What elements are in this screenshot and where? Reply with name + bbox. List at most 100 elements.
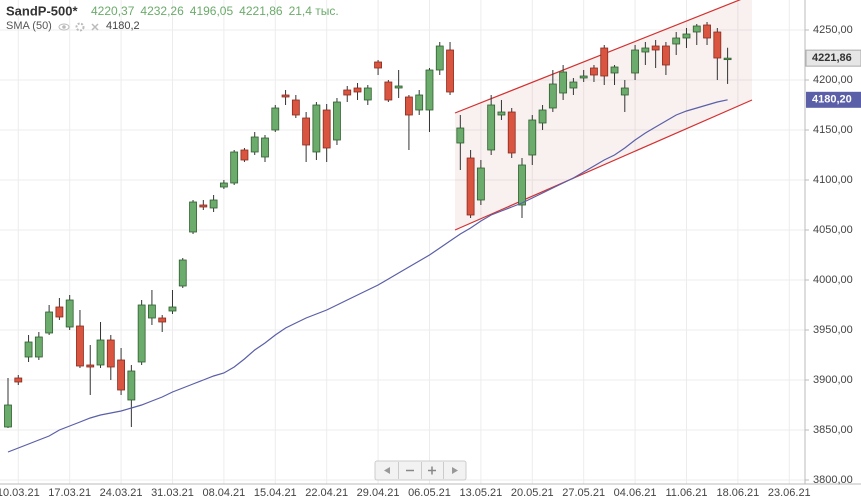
candle xyxy=(651,40,660,68)
scroll-right[interactable] xyxy=(444,462,465,479)
candle-body xyxy=(692,25,701,33)
candle xyxy=(24,335,33,362)
candle xyxy=(343,86,352,102)
x-tick-label: 18.06.21 xyxy=(716,487,759,499)
candle-body xyxy=(312,104,321,153)
candle-body xyxy=(250,136,259,153)
candle xyxy=(620,80,629,112)
y-tick-label: 4050,00 xyxy=(813,224,853,236)
candle xyxy=(76,310,84,368)
candle xyxy=(291,95,300,118)
candle-body xyxy=(76,325,84,367)
candle xyxy=(281,90,290,105)
x-tick-label: 27.05.21 xyxy=(562,487,605,499)
candle-body xyxy=(600,47,609,77)
header-value: 4196,05 xyxy=(190,4,234,18)
candle xyxy=(713,28,722,80)
candle xyxy=(127,365,136,427)
candle xyxy=(199,200,208,210)
candle xyxy=(271,105,280,132)
y-tick-label: 3950,00 xyxy=(813,324,853,336)
candle-body xyxy=(713,31,722,59)
candle-body xyxy=(189,201,197,233)
candle xyxy=(14,375,23,385)
candle xyxy=(363,85,372,105)
header-values: 4220,37 4232,26 4196,05 4221,86 21,4 тыс. xyxy=(91,4,339,18)
candle xyxy=(692,24,701,45)
candle xyxy=(548,70,557,112)
candle-body xyxy=(65,299,74,328)
candle-body xyxy=(158,317,167,323)
candle xyxy=(590,65,598,82)
candle-body xyxy=(333,101,341,141)
candle xyxy=(240,148,249,162)
sma-icons[interactable] xyxy=(58,22,99,32)
candle xyxy=(45,305,54,335)
candle-body xyxy=(302,117,311,146)
candle xyxy=(610,65,619,85)
candle-body xyxy=(651,45,660,51)
y-tick-label: 4100,00 xyxy=(813,174,853,186)
candle-body xyxy=(178,259,187,287)
candle-body xyxy=(219,182,228,188)
x-tick-label: 29.04.21 xyxy=(357,487,400,499)
candle xyxy=(631,45,639,80)
candle-body xyxy=(209,199,218,209)
candle-body xyxy=(363,87,372,101)
candle-body xyxy=(384,81,393,101)
candle xyxy=(579,70,588,82)
candle-body xyxy=(168,306,177,312)
candle xyxy=(415,90,424,115)
scroll-left[interactable] xyxy=(376,462,398,479)
candle xyxy=(518,158,526,218)
y-tick-label: 4200,00 xyxy=(813,74,853,86)
candle xyxy=(219,180,228,189)
candle-body xyxy=(672,37,681,45)
candle xyxy=(106,335,115,380)
candle xyxy=(507,108,516,158)
candle xyxy=(353,83,362,100)
channel-lower xyxy=(454,99,753,231)
last-price-box xyxy=(805,49,861,67)
candle xyxy=(476,160,485,205)
candle-body xyxy=(405,96,413,116)
candle-body xyxy=(271,107,280,131)
candle xyxy=(384,80,393,102)
candle xyxy=(559,65,568,100)
candle xyxy=(405,95,413,150)
sma-last-label: 4180,20 xyxy=(812,94,852,106)
candle-body xyxy=(682,33,691,39)
grid xyxy=(0,0,805,484)
zoom-out[interactable] xyxy=(399,462,421,479)
candle xyxy=(189,200,197,234)
candle-body xyxy=(528,119,537,156)
candle-body xyxy=(240,149,249,161)
symbol: SandP-500* xyxy=(6,3,78,18)
candle-body xyxy=(24,341,33,358)
candle-body xyxy=(476,167,485,201)
x-tick-label: 31.03.21 xyxy=(151,487,194,499)
candle-body xyxy=(548,83,557,109)
candle xyxy=(703,22,711,45)
x-tick-label: 23.06.21 xyxy=(768,487,811,499)
x-tick-label: 24.03.21 xyxy=(100,487,143,499)
y-tick-label: 3800,00 xyxy=(813,474,853,486)
channel-fill xyxy=(455,0,752,230)
candle-body xyxy=(96,339,105,366)
candle-body xyxy=(569,81,578,89)
candle-body xyxy=(641,47,650,53)
x-tick-label: 10.03.21 xyxy=(0,487,40,499)
candle xyxy=(672,32,681,55)
candle-body xyxy=(518,164,526,206)
candle xyxy=(4,378,12,428)
candle xyxy=(34,332,43,360)
candle xyxy=(456,115,465,170)
candle-body xyxy=(291,99,300,116)
axis-labels: 3800,00 3850,00 3900,00 3950,00 4000,00 4050,… xyxy=(0,24,861,499)
candle xyxy=(723,47,732,84)
zoom-in[interactable] xyxy=(422,462,443,479)
candle xyxy=(137,300,146,365)
x-tick-label: 13.05.21 xyxy=(459,487,502,499)
candle-body xyxy=(374,61,382,69)
